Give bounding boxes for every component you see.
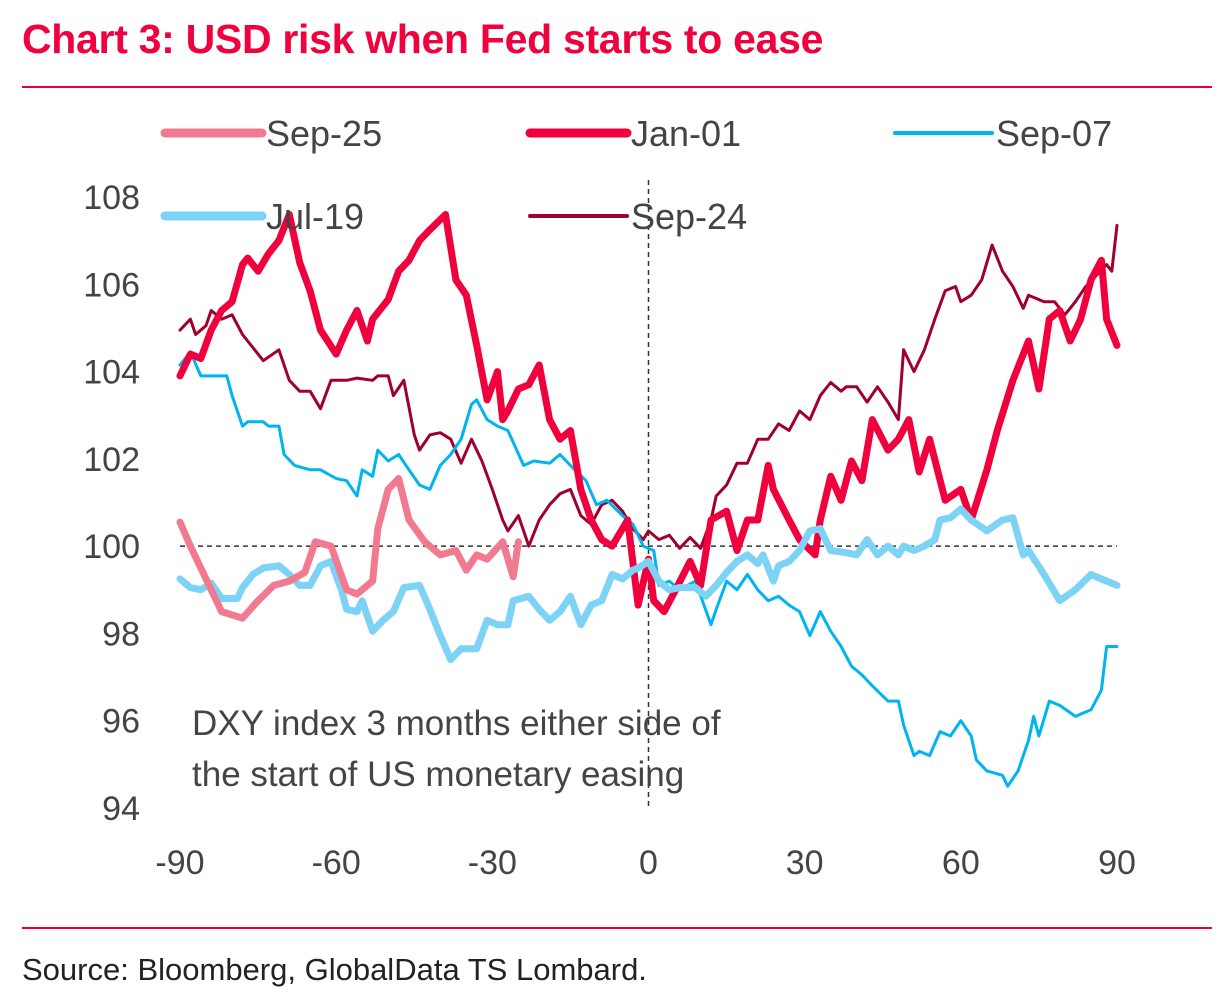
y-tick-label: 108 <box>83 179 140 217</box>
y-tick-label: 104 <box>83 354 140 392</box>
legend-label: Sep-07 <box>996 113 1112 154</box>
series-line-jan-01 <box>176 211 1121 616</box>
x-tick-label: 90 <box>1098 844 1136 882</box>
chart-title: Chart 3: USD risk when Fed starts to eas… <box>22 16 824 62</box>
y-tick-label: 94 <box>102 790 140 828</box>
x-tick-label: 60 <box>942 844 980 882</box>
y-tick-label: 102 <box>83 441 140 479</box>
reference-lines <box>180 180 1117 808</box>
annotation-line-1: DXY index 3 months either side of <box>192 704 721 743</box>
legend-item-sep-07: Sep-07 <box>893 113 1112 154</box>
x-axis-ticks: -90 -60 -30 0 30 60 90 <box>155 844 1135 882</box>
y-tick-label: 96 <box>102 703 140 741</box>
annotation-line-2: the start of US monetary easing <box>192 755 684 794</box>
legend-label: Jul-19 <box>266 196 364 237</box>
series-line-sep-24 <box>178 223 1119 550</box>
x-tick-label: -30 <box>468 844 517 882</box>
x-tick-label: 30 <box>786 844 824 882</box>
series-line-sep-07 <box>178 350 1119 788</box>
legend-label: Jan-01 <box>631 113 741 154</box>
y-tick-label: 106 <box>83 266 140 304</box>
x-tick-label: -90 <box>155 844 204 882</box>
footer-divider <box>22 927 1212 929</box>
title-divider <box>22 86 1212 88</box>
legend-item-jan-01: Jan-01 <box>525 113 741 154</box>
series-lines <box>176 211 1121 788</box>
legend: Sep-25 Jan-01 Sep-07 Jul-19 Sep-24 <box>160 113 1112 237</box>
y-axis-ticks: 108 106 104 102 100 98 96 94 <box>83 179 140 828</box>
source-note: Source: Bloomberg, GlobalData TS Lombard… <box>22 952 647 987</box>
x-tick-label: -60 <box>312 844 361 882</box>
legend-label: Sep-25 <box>266 113 382 154</box>
series-line-jul-19 <box>176 505 1121 664</box>
series-line-sep-25 <box>176 475 522 622</box>
y-tick-label: 98 <box>102 615 140 653</box>
y-tick-label: 100 <box>83 528 140 566</box>
legend-item-sep-24: Sep-24 <box>528 196 747 237</box>
x-tick-label: 0 <box>639 844 658 882</box>
legend-label: Sep-24 <box>631 196 747 237</box>
legend-item-sep-25: Sep-25 <box>160 113 382 154</box>
legend-item-jul-19: Jul-19 <box>160 196 364 237</box>
